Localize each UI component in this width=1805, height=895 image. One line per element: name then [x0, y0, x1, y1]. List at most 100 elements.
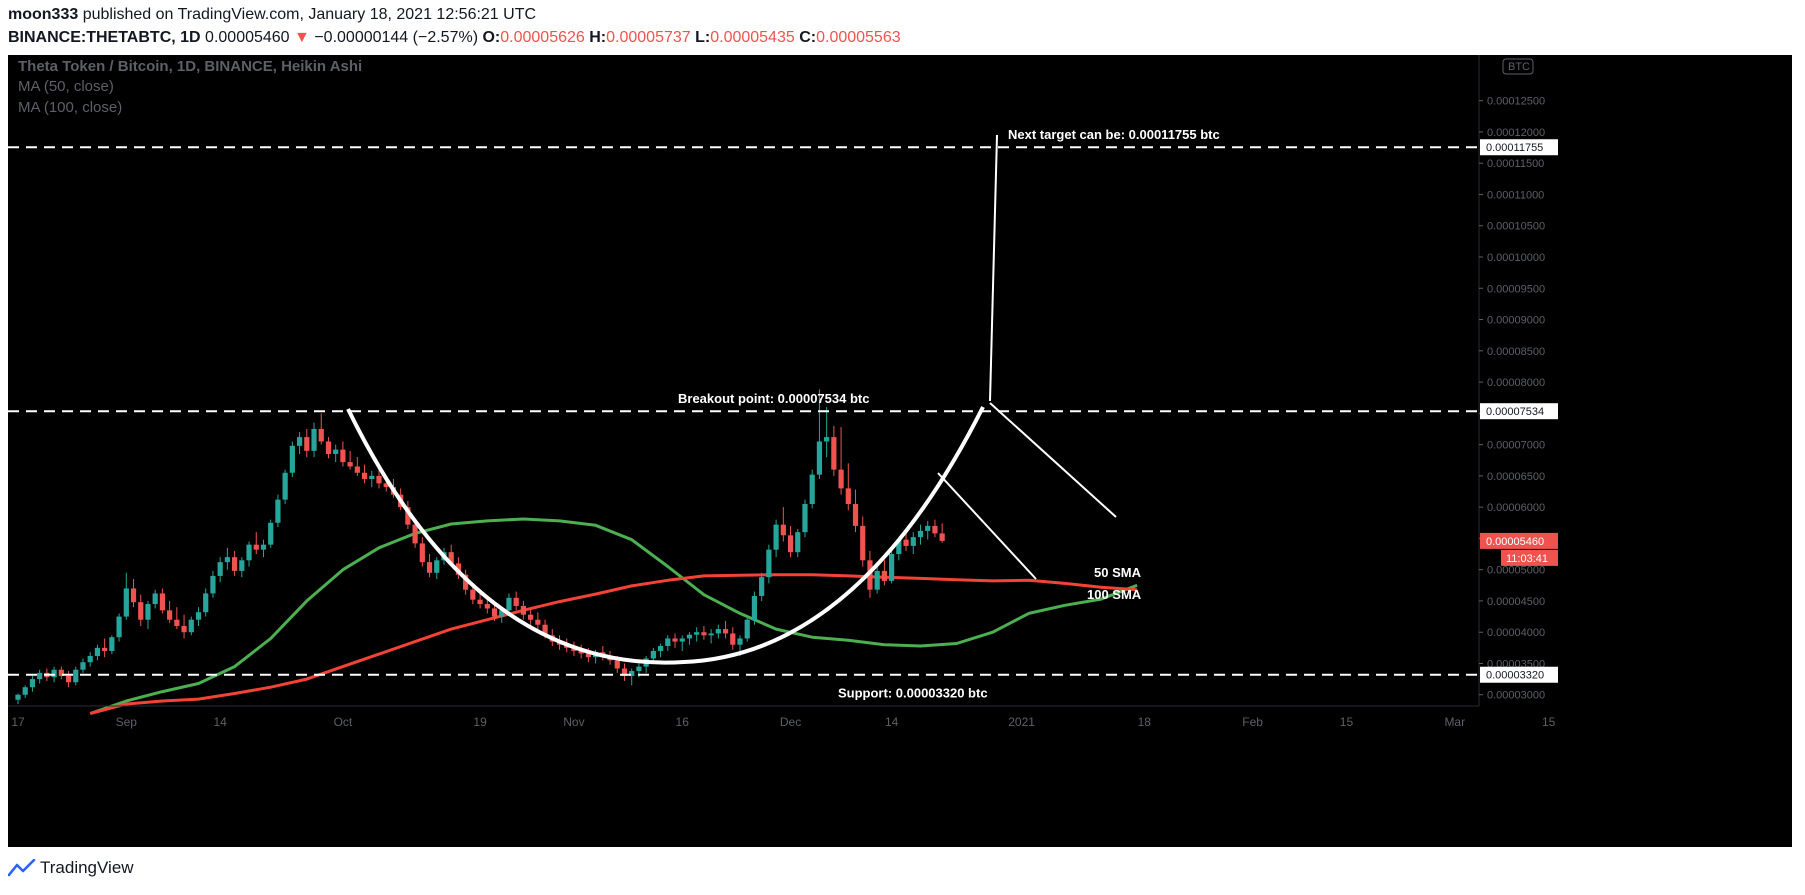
candle-body: [22, 687, 28, 695]
y-tick-label: 0.00003000: [1487, 690, 1545, 702]
candle-body: [694, 632, 700, 635]
candle-body: [73, 669, 79, 683]
candle-body: [37, 672, 43, 680]
x-tick-label: Nov: [563, 715, 584, 729]
x-tick-label: Mar: [1444, 715, 1465, 729]
candle-body: [925, 525, 931, 531]
candle-body: [932, 525, 938, 534]
y-tick-label: 0.00007000: [1487, 440, 1545, 452]
candle-body: [650, 650, 656, 659]
candle-body: [701, 632, 707, 636]
level-price-tag: [1480, 139, 1558, 156]
x-tick-label: 15: [1542, 715, 1556, 729]
candle-body: [491, 608, 498, 617]
candle-body: [15, 694, 21, 700]
candle-body: [383, 483, 389, 488]
handle-trendline: [937, 472, 1037, 580]
author-name[interactable]: moon333: [8, 6, 79, 23]
candle-body: [520, 605, 526, 615]
candle-body: [903, 539, 909, 546]
candle-body: [275, 499, 281, 523]
low-label: L:: [695, 29, 711, 46]
chart-frame[interactable]: Next target can be: 0.00011755 btc Breako…: [8, 55, 1792, 847]
candle-body: [657, 645, 664, 651]
x-tick-label: 16: [676, 715, 690, 729]
candle-body: [621, 668, 628, 676]
y-tick-label: 0.00009000: [1487, 315, 1545, 327]
candle-body: [838, 469, 844, 489]
candle-body: [715, 629, 721, 634]
candle-body: [448, 552, 454, 564]
level-price-tag: [1480, 403, 1558, 420]
candle-body: [787, 535, 794, 553]
candle-body: [484, 604, 490, 609]
candle-body: [614, 660, 620, 669]
candle-body: [780, 524, 786, 536]
resistance-trendline: [989, 402, 1117, 518]
candle-body: [130, 588, 137, 603]
candle-body: [679, 638, 685, 642]
candle-body: [535, 619, 541, 625]
candle-body: [773, 524, 779, 550]
y-tick-label: 0.00010500: [1487, 221, 1545, 233]
candle-body: [419, 543, 425, 563]
candle-body: [874, 570, 880, 590]
candle-body: [260, 544, 267, 550]
y-tick-label: 0.00012500: [1487, 96, 1545, 108]
candle-body: [347, 462, 353, 467]
cup-curve: [346, 406, 985, 665]
y-tick-label: 0.00006000: [1487, 502, 1545, 514]
candle-body: [809, 474, 815, 505]
candle-body: [730, 633, 736, 645]
candle-body: [737, 638, 743, 645]
candle-body: [824, 437, 830, 442]
candle-body: [845, 488, 851, 505]
candle-body: [282, 472, 288, 500]
candle-body: [672, 638, 678, 642]
x-tick-label: Oct: [334, 715, 353, 729]
candle-body: [751, 595, 758, 620]
x-tick-label: Feb: [1242, 715, 1263, 729]
candle-body: [816, 441, 823, 475]
candle-body: [744, 619, 750, 639]
candle-body: [831, 437, 837, 470]
candle-body: [578, 650, 584, 654]
last-price-tag: [1480, 532, 1558, 549]
candle-body: [325, 441, 332, 454]
price-change: −0.00000144 (−2.57%): [314, 29, 479, 46]
candle-body: [665, 638, 671, 646]
candle-body: [232, 557, 238, 571]
tradingview-logo[interactable]: TradingView: [8, 858, 134, 878]
high-value: 0.00005737: [606, 29, 691, 46]
candle-body: [708, 633, 714, 636]
low-value: 0.00005435: [710, 29, 795, 46]
candle-body: [138, 602, 144, 620]
candle-body: [116, 616, 122, 638]
legend-title: Theta Token / Bitcoin, 1D, BINANCE, Heik…: [18, 58, 362, 75]
countdown-tag: [1501, 549, 1558, 566]
legend-ma100: MA (100, close): [18, 99, 122, 116]
candle-body: [361, 472, 368, 479]
target-label: Next target can be: 0.00011755 btc: [1008, 127, 1220, 142]
publish-info: moon333 published on TradingView.com, Ja…: [8, 6, 536, 24]
level-price-tag: [1480, 666, 1558, 683]
candle-body: [94, 647, 101, 656]
candle-body: [463, 574, 469, 590]
x-tick-label: 15: [1340, 715, 1354, 729]
y-tick-label: 0.00012000: [1487, 127, 1545, 139]
y-tick-label: 0.00010000: [1487, 252, 1545, 264]
symbol-label: BINANCE:THETABTC, 1D: [8, 29, 201, 46]
candle-body: [203, 593, 209, 613]
candle-body: [123, 588, 129, 617]
currency-badge: [1502, 58, 1534, 75]
level-price-tag-label: 0.00011755: [1486, 142, 1543, 154]
target-projection-line: [989, 134, 998, 402]
candle-body: [210, 575, 216, 594]
candle-body: [499, 610, 505, 617]
candle-body: [195, 612, 202, 620]
x-tick-label: 19: [473, 715, 487, 729]
candle-body: [102, 647, 108, 651]
price-chart[interactable]: Next target can be: 0.00011755 btc Breako…: [8, 55, 1792, 847]
x-tick-label: Dec: [780, 715, 801, 729]
countdown-label: 11:03:41: [1506, 553, 1548, 565]
